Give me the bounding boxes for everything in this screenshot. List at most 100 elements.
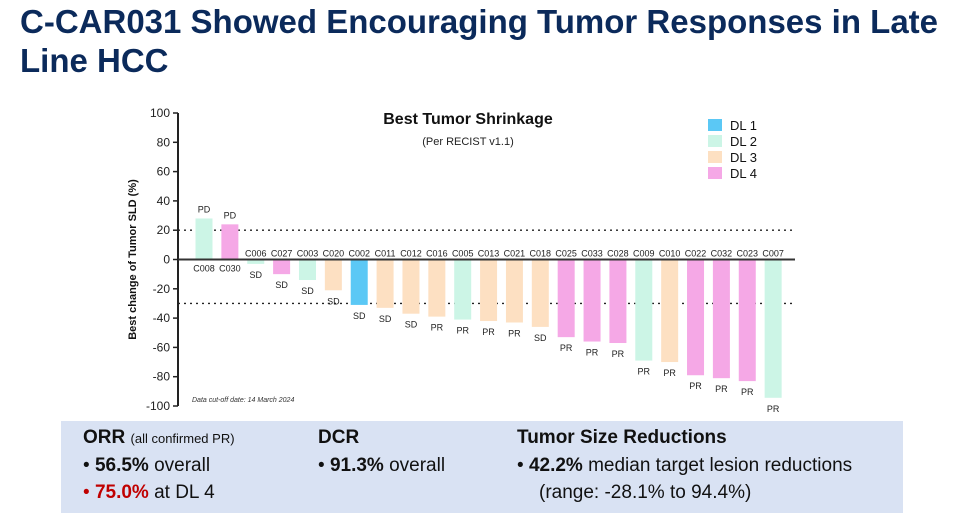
bar-C022 bbox=[687, 259, 705, 376]
legend-label: DL 3 bbox=[730, 150, 757, 165]
bar-C005 bbox=[454, 259, 472, 320]
legend-label: DL 2 bbox=[730, 134, 757, 149]
response-label: PR bbox=[508, 328, 521, 338]
orr-dl4-value: 75.0% bbox=[94, 482, 149, 503]
category-label: C032 bbox=[711, 249, 733, 259]
bar-C007 bbox=[764, 259, 782, 398]
tsr-range: (range: -28.1% to 94.4%) bbox=[539, 482, 752, 503]
bar-C010 bbox=[661, 259, 679, 363]
response-label: PR bbox=[715, 384, 728, 394]
bullet: • bbox=[83, 455, 90, 476]
y-tick-label: 60 bbox=[157, 165, 171, 179]
bar-C023 bbox=[738, 259, 756, 382]
tsr-title: Tumor Size Reductions bbox=[517, 427, 727, 448]
bullet: • bbox=[318, 455, 325, 476]
response-label: PR bbox=[689, 381, 702, 391]
category-label: C033 bbox=[581, 249, 603, 259]
bar-C016 bbox=[428, 259, 446, 317]
bullet: • bbox=[517, 455, 524, 476]
category-label: C022 bbox=[685, 249, 707, 259]
bullet: • bbox=[83, 482, 90, 503]
response-label: SD bbox=[301, 286, 314, 296]
category-label: C018 bbox=[530, 249, 552, 259]
response-label: SD bbox=[405, 320, 418, 330]
category-label: C007 bbox=[762, 249, 784, 259]
orr-section: ORR (all confirmed PR) • 56.5% overall •… bbox=[83, 427, 235, 506]
tumor-size-section: Tumor Size Reductions • 42.2% median tar… bbox=[517, 427, 852, 506]
bar-C013 bbox=[480, 259, 498, 322]
bar-C012 bbox=[402, 259, 420, 314]
response-label: PR bbox=[456, 326, 469, 336]
legend-label: DL 4 bbox=[730, 166, 757, 181]
dcr-title: DCR bbox=[318, 427, 360, 448]
dcr-overall: • 91.3% overall bbox=[318, 452, 445, 479]
bar-C025 bbox=[557, 259, 575, 338]
response-label: SD bbox=[353, 311, 366, 321]
response-label: SD bbox=[249, 270, 262, 280]
bar-C030 bbox=[221, 224, 239, 260]
tsr-text: median target lesion reductions bbox=[582, 455, 853, 476]
response-label: PR bbox=[560, 343, 573, 353]
waterfall-chart: C008 PD C030 PD C006 SD C027 SD C003 SD C020 SD C002… bbox=[127, 106, 795, 414]
legend-swatch bbox=[708, 167, 722, 179]
orr-note: (all confirmed PR) bbox=[130, 431, 235, 446]
category-label: C020 bbox=[323, 249, 345, 259]
bar-C008 bbox=[195, 218, 213, 260]
category-label: C011 bbox=[375, 249, 396, 259]
category-label: C005 bbox=[452, 249, 474, 259]
response-label: PR bbox=[612, 349, 625, 359]
category-label: C030 bbox=[219, 264, 241, 274]
bar-C032 bbox=[712, 259, 730, 379]
response-label: PR bbox=[586, 348, 599, 358]
orr-overall: • 56.5% overall bbox=[83, 452, 235, 479]
category-label: C006 bbox=[245, 249, 267, 259]
bar-C011 bbox=[376, 259, 394, 308]
response-label: PD bbox=[198, 204, 211, 214]
bar-C002 bbox=[350, 259, 368, 305]
category-label: C013 bbox=[478, 249, 500, 259]
y-tick-label: -40 bbox=[153, 311, 171, 325]
bar-C027 bbox=[273, 259, 291, 275]
category-label: C028 bbox=[607, 249, 629, 259]
category-label: C027 bbox=[271, 249, 293, 259]
response-label: PR bbox=[663, 368, 676, 378]
response-label: SD bbox=[327, 296, 340, 306]
orr-dl4: • 75.0% at DL 4 bbox=[83, 479, 235, 506]
dcr-section: DCR • 91.3% overall bbox=[318, 427, 445, 479]
response-label: PD bbox=[224, 210, 237, 220]
category-label: C012 bbox=[400, 249, 422, 259]
legend-label: DL 1 bbox=[730, 118, 757, 133]
category-label: C023 bbox=[737, 249, 759, 259]
category-label: C003 bbox=[297, 249, 319, 259]
y-tick-label: -60 bbox=[153, 340, 171, 354]
footnote: Data cut-off date: 14 March 2024 bbox=[192, 397, 294, 404]
y-tick-label: 20 bbox=[157, 223, 171, 237]
tsr-median: • 42.2% median target lesion reductions bbox=[517, 452, 852, 479]
y-tick-label: -80 bbox=[153, 370, 171, 384]
bar-C021 bbox=[505, 259, 523, 323]
response-label: PR bbox=[741, 387, 754, 397]
orr-title: ORR bbox=[83, 427, 126, 448]
category-label: C021 bbox=[504, 249, 526, 259]
chart-subtitle: (Per RECIST v1.1) bbox=[422, 136, 514, 148]
category-label: C009 bbox=[633, 249, 655, 259]
y-tick-label: -100 bbox=[146, 399, 170, 413]
orr-overall-text: overall bbox=[148, 455, 211, 476]
response-label: SD bbox=[379, 314, 392, 324]
bar-C020 bbox=[324, 259, 342, 291]
dcr-text: overall bbox=[383, 455, 446, 476]
response-label: PR bbox=[431, 323, 444, 333]
legend-swatch bbox=[708, 119, 722, 131]
summary-panel: ORR (all confirmed PR) • 56.5% overall •… bbox=[61, 421, 903, 513]
response-label: PR bbox=[767, 404, 780, 414]
tsr-value: 42.2% bbox=[528, 455, 583, 476]
y-tick-label: 80 bbox=[157, 135, 171, 149]
orr-overall-value: 56.5% bbox=[94, 455, 149, 476]
chart-title: Best Tumor Shrinkage bbox=[383, 111, 553, 128]
bar-C003 bbox=[298, 259, 316, 281]
slide-title: C-CAR031 Showed Encouraging Tumor Respon… bbox=[20, 3, 939, 79]
y-tick-label: 100 bbox=[150, 106, 170, 120]
y-axis-label: Best change of Tumor SLD (%) bbox=[127, 179, 139, 340]
y-tick-label: 40 bbox=[157, 194, 171, 208]
y-tick-label: -20 bbox=[153, 282, 171, 296]
